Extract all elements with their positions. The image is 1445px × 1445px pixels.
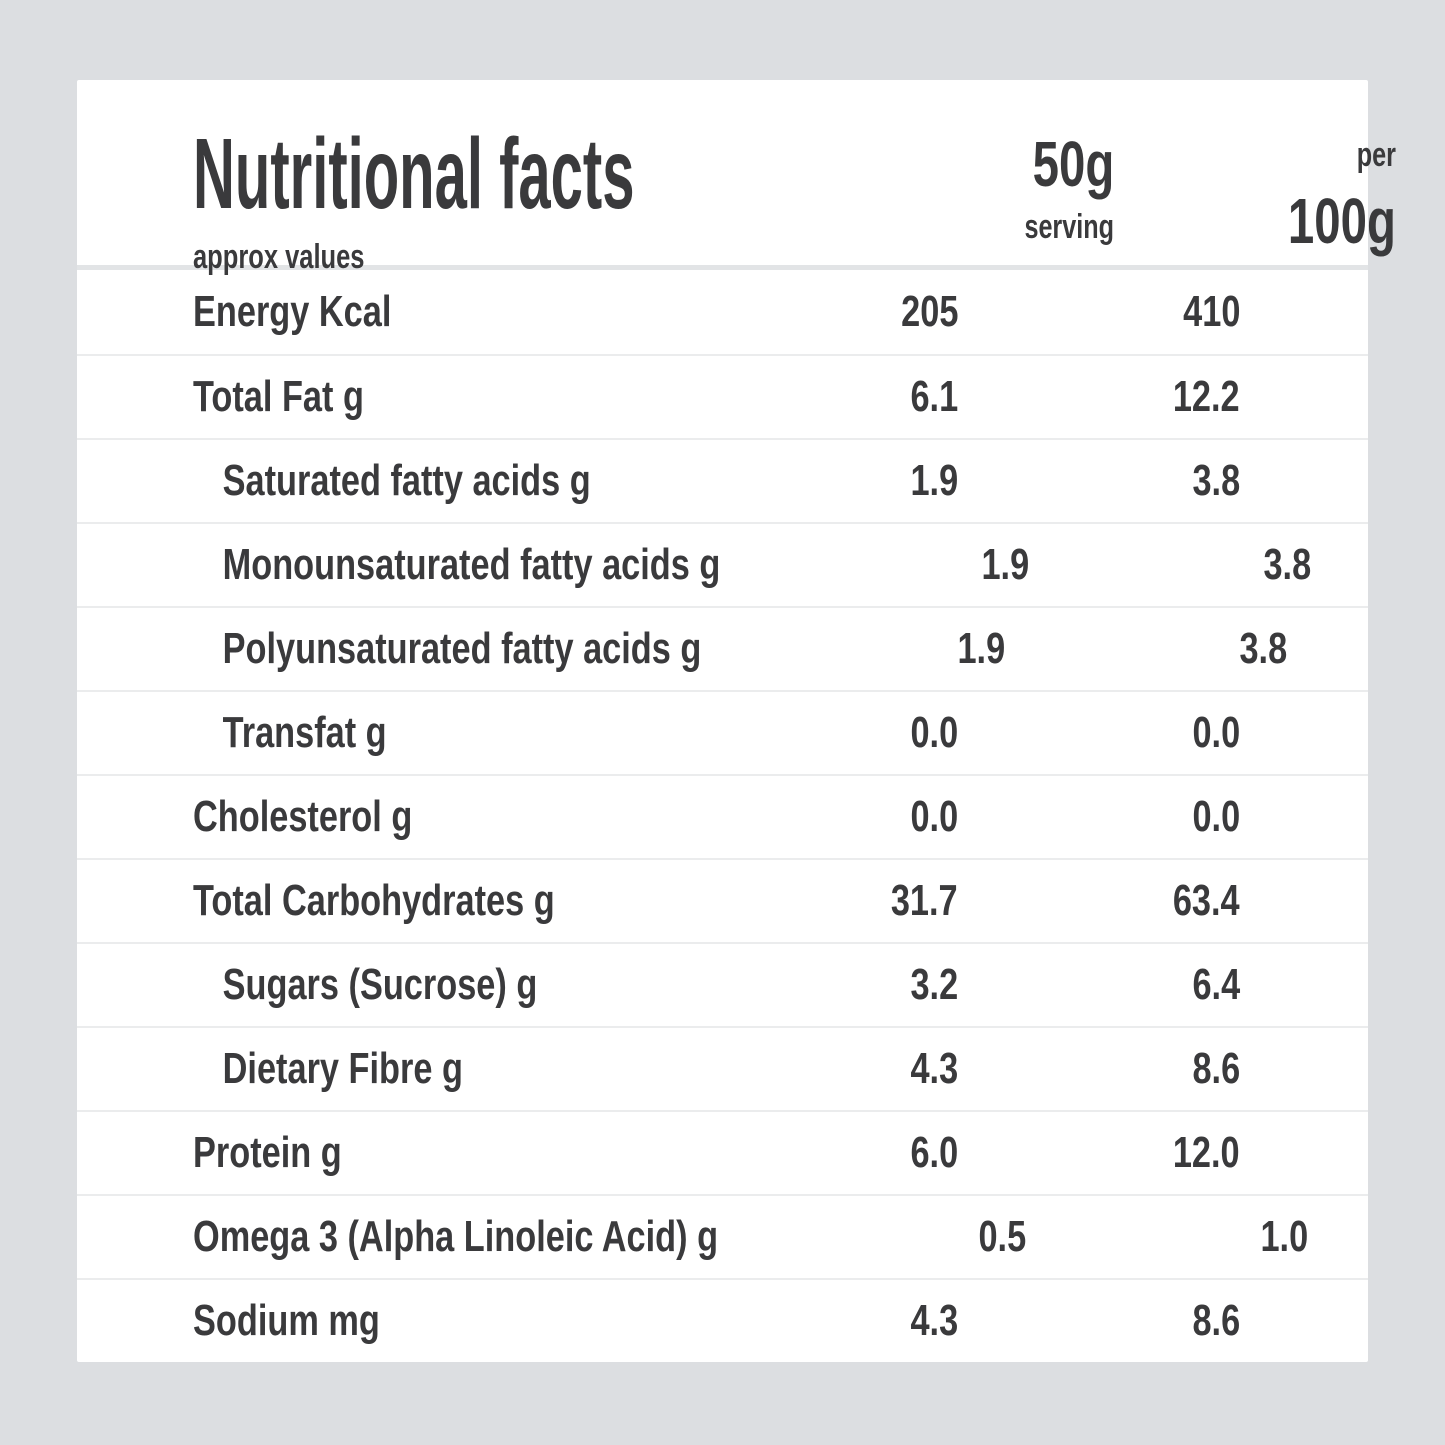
per100-value: 3.8 — [1192, 456, 1240, 505]
per100-value: 12.2 — [1173, 372, 1240, 421]
table-row: Total Fat g 6.1 12.2 — [77, 354, 1368, 438]
row-label: Omega 3 (Alpha Linoleic Acid) g — [193, 1212, 719, 1261]
row-label: Saturated fatty acids g — [222, 456, 591, 505]
table-row: Sodium mg 4.3 8.6 — [77, 1278, 1368, 1362]
row-label: Energy Kcal — [193, 287, 392, 336]
per100-value: 3.8 — [1238, 624, 1287, 673]
table-row: Monounsaturated fatty acids g 1.9 3.8 — [77, 522, 1368, 606]
serving-value: 31.7 — [891, 876, 958, 925]
nutrition-card: Nutritional facts approx values 50g serv… — [77, 80, 1396, 1362]
serving-value: 4.3 — [910, 1296, 958, 1345]
table-row: Protein g 6.0 12.0 — [77, 1110, 1368, 1194]
serving-value: 1.9 — [910, 456, 958, 505]
serving-amount: 50g — [1032, 128, 1115, 200]
row-label: Total Carbohydrates g — [193, 876, 555, 925]
per100-value: 12.0 — [1173, 1128, 1240, 1177]
table-row: Omega 3 (Alpha Linoleic Acid) g 0.5 1.0 — [77, 1194, 1368, 1278]
row-label: Dietary Fibre g — [222, 1044, 463, 1093]
row-label: Transfat g — [222, 708, 387, 757]
serving-value: 0.0 — [910, 792, 958, 841]
table-row: Sugars (Sucrose) g 3.2 6.4 — [77, 942, 1368, 1026]
per100-value: 0.0 — [1192, 708, 1240, 757]
per100-value: 1.0 — [1260, 1212, 1309, 1261]
subtitle: approx values — [193, 238, 365, 276]
row-label: Protein g — [193, 1128, 342, 1177]
per100-amount: 100g — [1288, 185, 1397, 257]
table-header: Nutritional facts approx values 50g serv… — [77, 80, 1396, 274]
row-label: Total Fat g — [193, 372, 364, 421]
per100-value: 63.4 — [1173, 876, 1240, 925]
per100-value: 8.6 — [1192, 1044, 1240, 1093]
table-row: Transfat g 0.0 0.0 — [77, 690, 1368, 774]
per100-value: 8.6 — [1192, 1296, 1240, 1345]
row-label: Monounsaturated fatty acids g — [222, 540, 721, 589]
per100-column-header: per 100g — [1114, 128, 1396, 253]
serving-value: 205 — [900, 287, 958, 336]
serving-value: 0.5 — [978, 1212, 1027, 1261]
nutrition-table: Energy Kcal 205 410 Total Fat g 6.1 12.2… — [77, 270, 1368, 1362]
row-label: Sodium mg — [193, 1296, 380, 1345]
table-row: Cholesterol g 0.0 0.0 — [77, 774, 1368, 858]
table-row: Dietary Fibre g 4.3 8.6 — [77, 1026, 1368, 1110]
table-row: Total Carbohydrates g 31.7 63.4 — [77, 858, 1368, 942]
serving-value: 6.1 — [910, 372, 958, 421]
row-label: Cholesterol g — [193, 792, 413, 841]
table-row: Polyunsaturated fatty acids g 1.9 3.8 — [77, 606, 1368, 690]
serving-value: 1.9 — [981, 540, 1030, 589]
table-row: Saturated fatty acids g 1.9 3.8 — [77, 438, 1368, 522]
serving-value: 3.2 — [910, 960, 958, 1009]
serving-value: 1.9 — [956, 624, 1005, 673]
per100-value: 0.0 — [1192, 792, 1240, 841]
per100-value: 410 — [1182, 287, 1240, 336]
per100-value: 6.4 — [1192, 960, 1240, 1009]
page-title: Nutritional facts — [193, 118, 635, 230]
per100-value: 3.8 — [1263, 540, 1312, 589]
table-row: Energy Kcal 205 410 — [77, 270, 1368, 354]
serving-value: 6.0 — [910, 1128, 958, 1177]
serving-value: 0.0 — [910, 708, 958, 757]
per-prefix: per — [1357, 136, 1397, 174]
serving-value: 4.3 — [910, 1044, 958, 1093]
row-label: Sugars (Sucrose) g — [222, 960, 538, 1009]
serving-column-header: 50g serving — [954, 128, 1115, 246]
row-label: Polyunsaturated fatty acids g — [222, 624, 702, 673]
title-block: Nutritional facts approx values — [193, 118, 954, 276]
serving-label: serving — [1024, 208, 1115, 246]
